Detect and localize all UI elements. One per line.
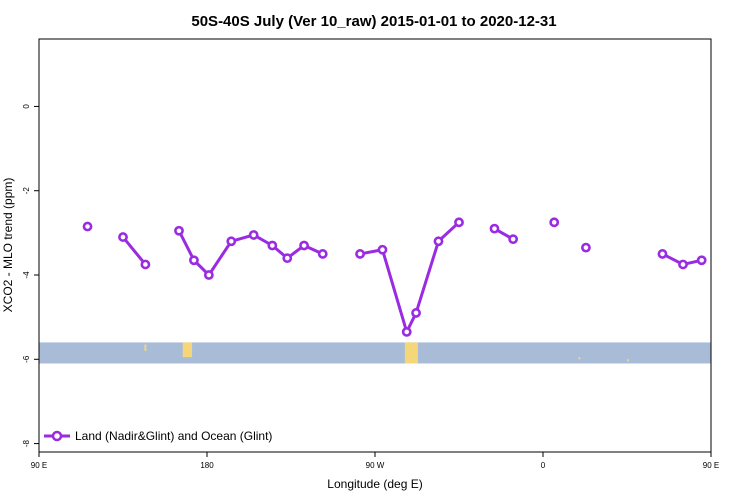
data-point	[581, 242, 591, 253]
x-tick-label: 90 E	[703, 461, 719, 470]
series-line-0-3	[359, 221, 461, 334]
data-point	[411, 308, 421, 318]
data-point	[267, 240, 278, 251]
plot-area	[39, 217, 711, 364]
y-tick-label: -2	[22, 187, 31, 195]
data-point	[454, 217, 464, 228]
y-tick-label: 0	[22, 104, 31, 109]
data-point	[377, 244, 388, 255]
chart-title: 50S-40S July (Ver 10_raw) 2015-01-01 to …	[191, 13, 556, 30]
plot-frame	[38, 38, 712, 453]
data-point	[508, 234, 519, 245]
data-point	[226, 236, 237, 247]
x-axis-label: Longitude (deg E)	[327, 477, 422, 491]
y-tick-label: -8	[22, 439, 31, 447]
land-patch-2	[404, 342, 418, 364]
data-point	[174, 225, 184, 236]
y-tick-label: -6	[22, 355, 31, 363]
data-point	[248, 230, 259, 240]
data-point	[657, 249, 668, 259]
data-point	[282, 253, 293, 264]
x-tick-label: 180	[200, 461, 214, 470]
data-point	[140, 259, 151, 270]
y-tick-label: -4	[22, 271, 31, 279]
ocean-band	[39, 342, 711, 364]
data-point	[433, 236, 444, 247]
data-point	[299, 240, 309, 251]
land-patch-0	[144, 344, 147, 351]
data-point	[489, 223, 500, 234]
data-point	[696, 255, 707, 266]
land-patch-3	[578, 357, 581, 360]
legend: Land (Nadir&Glint) and Ocean (Glint)	[44, 429, 272, 443]
x-tick-label: 90 E	[31, 461, 47, 470]
series-line-0-1	[121, 236, 147, 266]
data-point	[118, 232, 128, 242]
data-point	[355, 249, 365, 259]
legend-marker	[51, 430, 63, 442]
data-point	[189, 255, 199, 266]
data-point	[678, 259, 688, 270]
data-point	[549, 217, 560, 228]
data-point	[82, 221, 93, 232]
y-axis: 0 -2 -4 -6 -8	[22, 104, 39, 447]
x-tick-label: 0	[541, 461, 546, 470]
x-tick-label: 90 W	[366, 461, 385, 470]
data-point	[203, 270, 214, 280]
y-axis-label: XCO2 - MLO trend (ppm)	[1, 178, 15, 313]
data-point	[317, 249, 328, 259]
land-patch-4	[627, 359, 629, 362]
data-point	[401, 326, 412, 337]
x-axis: 90 E 180 90 W 0 90 E	[31, 452, 719, 470]
land-patch-1	[182, 342, 193, 358]
legend-label: Land (Nadir&Glint) and Ocean (Glint)	[75, 429, 272, 443]
